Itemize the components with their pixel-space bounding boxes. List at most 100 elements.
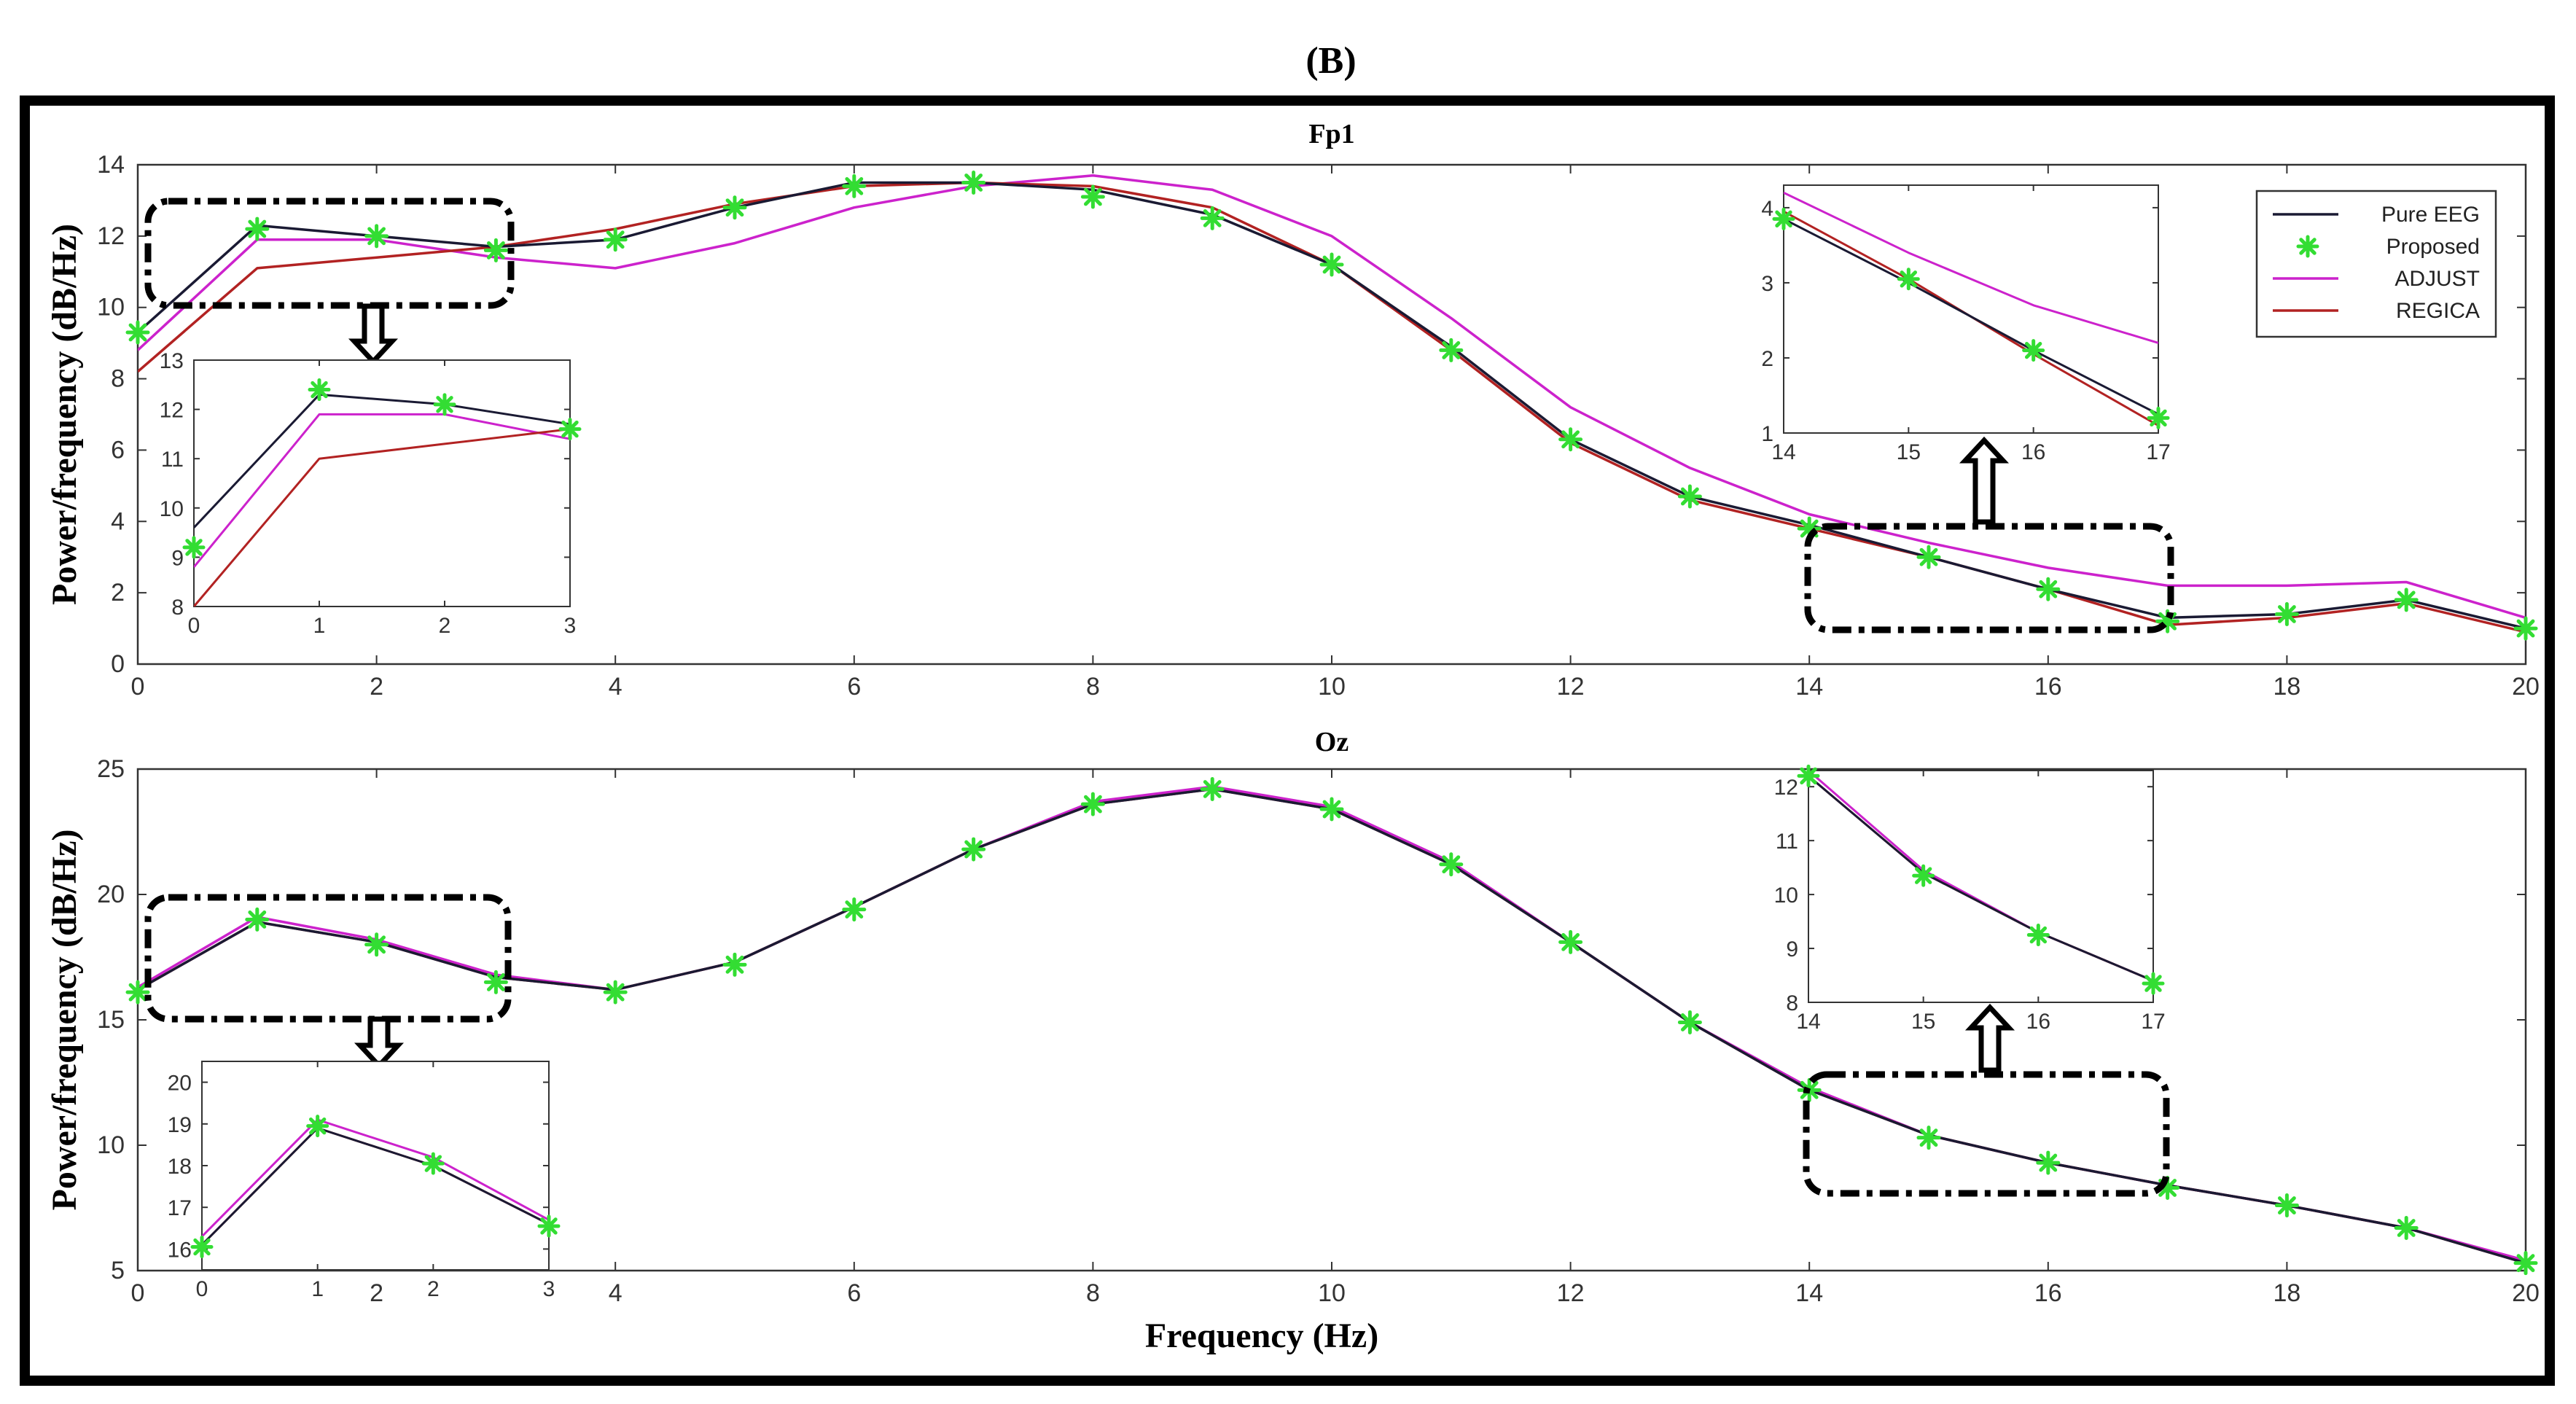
marker-proposed-stroke [725, 955, 744, 974]
marker-proposed-stroke [2150, 409, 2167, 427]
x-tick-label: 16 [2034, 673, 2062, 701]
marker-proposed [1319, 797, 1344, 822]
marker-proposed [125, 980, 150, 1005]
oz-arrow-up-icon [1964, 1003, 2015, 1073]
series-line-pure-eeg [194, 393, 570, 529]
marker-proposed-stroke [128, 983, 147, 1002]
marker-proposed-stroke [2278, 605, 2296, 623]
series-line-adjust [202, 1118, 549, 1238]
marker-proposed-stroke [845, 176, 864, 195]
marker-proposed-stroke [2516, 619, 2535, 638]
marker-proposed [1916, 1126, 1941, 1150]
marker-proposed-stroke [1084, 187, 1102, 206]
marker-proposed [1200, 206, 1225, 230]
marker-proposed [306, 1115, 329, 1138]
marker-proposed [961, 170, 986, 195]
y-tick-label: 1 [1761, 422, 1773, 446]
series-line-pure-eeg [1784, 218, 2158, 416]
marker-proposed-stroke [1681, 1013, 1699, 1031]
marker-proposed-stroke [1203, 780, 1222, 798]
marker-proposed-stroke [193, 1238, 211, 1256]
marker-proposed-stroke [725, 198, 744, 217]
x-tick-label: 0 [131, 1279, 145, 1307]
y-tick-label: 11 [161, 448, 184, 472]
marker-proposed-stroke [1681, 487, 1699, 506]
x-tick-label: 2 [427, 1277, 440, 1301]
legend-entry-regica: REGICA [2273, 299, 2480, 323]
x-axis-label: Frequency (Hz) [1145, 1317, 1378, 1355]
x-tick-label: 0 [131, 673, 145, 701]
x-tick-label: 8 [1086, 673, 1100, 701]
marker-proposed-stroke [1919, 1128, 1938, 1147]
marker-proposed [2513, 1251, 2538, 1276]
legend-label-adjust: ADJUST [2394, 267, 2480, 291]
series-line-pure-eeg [1808, 775, 2153, 982]
marker-proposed-stroke [487, 973, 505, 991]
y-tick-label: 19 [168, 1113, 192, 1137]
marker-proposed [2394, 1216, 2419, 1241]
x-tick-label: 1 [313, 614, 326, 638]
x-tick-label: 6 [847, 1279, 861, 1307]
series-line-regica [194, 428, 570, 607]
marker-proposed [1319, 252, 1344, 277]
oz-arrow-down-icon [354, 1016, 405, 1070]
y-tick-label: 8 [111, 365, 125, 393]
oz-ylabel: Power/frequency (dB/Hz) [45, 829, 84, 1210]
marker-proposed-stroke [2144, 975, 2162, 992]
legend-label-regica: REGICA [2396, 299, 2480, 323]
marker-proposed-stroke [487, 241, 505, 260]
marker-proposed-stroke [248, 910, 267, 929]
x-tick-label: 14 [1771, 440, 1795, 464]
y-tick-label: 8 [1786, 991, 1798, 1015]
y-tick-label: 20 [97, 881, 125, 908]
marker-proposed [1677, 1010, 1702, 1034]
marker-proposed [1916, 545, 1941, 569]
series-line-adjust [138, 173, 2526, 620]
x-tick-label: 1 [311, 1277, 324, 1301]
marker-proposed [1439, 852, 1464, 877]
marker-proposed [1558, 929, 1583, 954]
marker-proposed [537, 1214, 561, 1238]
fp1-inset-right-frame [1783, 184, 2159, 434]
x-tick-label: 16 [2034, 1279, 2062, 1307]
marker-proposed-stroke [2029, 926, 2048, 944]
marker-proposed [2274, 602, 2299, 626]
fp1-arrow-down-icon [348, 303, 399, 366]
series-line-adjust [194, 413, 570, 568]
y-tick-label: 8 [171, 596, 184, 620]
x-tick-label: 8 [1086, 1279, 1100, 1307]
marker-proposed-stroke [964, 840, 983, 859]
x-tick-label: 4 [609, 1279, 622, 1307]
figure-title: (B) [1305, 40, 1356, 82]
y-tick-label: 20 [168, 1072, 192, 1096]
x-tick-label: 0 [196, 1277, 208, 1301]
x-tick-label: 17 [2141, 1010, 2165, 1034]
x-tick-label: 16 [2026, 1010, 2050, 1034]
marker-proposed-stroke [1442, 341, 1461, 359]
marker-proposed-stroke [964, 173, 983, 192]
x-tick-label: 20 [2512, 1279, 2540, 1307]
marker-proposed-stroke [1800, 767, 1817, 785]
marker-proposed-stroke [424, 1155, 442, 1172]
x-tick-label: 17 [2146, 440, 2170, 464]
x-tick-label: 2 [370, 1279, 383, 1307]
oz-inset-right: 14 15 16 17 8 9 10 11 12 [1774, 764, 2166, 1034]
y-tick-label: 13 [160, 349, 184, 373]
legend-marker-proposed-stroke [2299, 238, 2317, 255]
x-tick-label: 10 [1318, 673, 1346, 701]
marker-proposed-stroke [311, 381, 328, 399]
x-tick-label: 0 [188, 614, 200, 638]
fp1-inset-right: 14 15 16 17 1 2 3 4 [1761, 184, 2171, 464]
marker-proposed [722, 195, 747, 220]
marker-proposed-stroke [2039, 1153, 2058, 1172]
marker-proposed-stroke [1775, 210, 1792, 228]
marker-proposed [483, 970, 508, 994]
marker-proposed-stroke [606, 230, 625, 249]
fp1-inset-left-frame [193, 359, 571, 607]
x-tick-label: 15 [1897, 440, 1921, 464]
x-tick-label: 20 [2512, 673, 2540, 701]
marker-proposed-stroke [436, 396, 453, 413]
marker-proposed-stroke [2024, 341, 2042, 359]
